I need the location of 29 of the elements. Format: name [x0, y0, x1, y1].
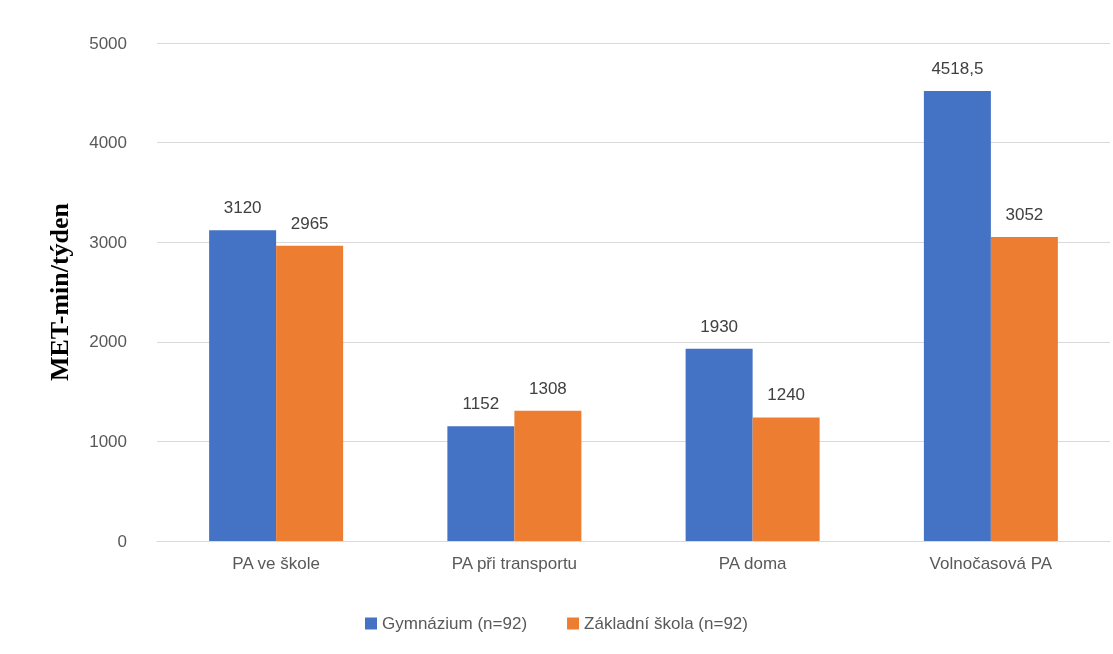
bar	[923, 90, 991, 541]
bar	[685, 348, 753, 541]
data-label: 1308	[528, 378, 567, 398]
y-tick-label: 0	[117, 531, 127, 551]
bar	[447, 426, 515, 541]
x-tick-label: PA při transportu	[451, 554, 578, 573]
y-tick-label: 4000	[89, 133, 127, 153]
y-tick-label: 1000	[89, 431, 127, 451]
data-label: 1240	[767, 385, 806, 405]
bar	[209, 230, 277, 541]
bar	[752, 417, 820, 541]
x-tick-label: PA ve škole	[232, 554, 320, 573]
y-axis-title: MET-min/týden	[44, 202, 74, 382]
data-label: 4518,5	[931, 58, 984, 78]
data-label: 3120	[223, 198, 262, 218]
y-tick-label: 2000	[89, 332, 127, 352]
bar	[514, 410, 582, 541]
y-tick-label: 5000	[89, 33, 127, 53]
data-label: 1152	[462, 394, 500, 414]
bar	[990, 237, 1058, 541]
bar	[276, 245, 344, 541]
y-tick-label: 3000	[89, 232, 127, 252]
data-label: 1930	[700, 316, 739, 336]
x-tick-label: Volnočasová PA	[929, 554, 1053, 573]
data-label: 3052	[1005, 205, 1044, 225]
legend-label: Základní škola (n=92)	[584, 614, 748, 633]
legend-label: Gymnázium (n=92)	[382, 614, 528, 633]
data-label: 2965	[290, 213, 329, 233]
x-tick-label: PA doma	[718, 554, 788, 573]
